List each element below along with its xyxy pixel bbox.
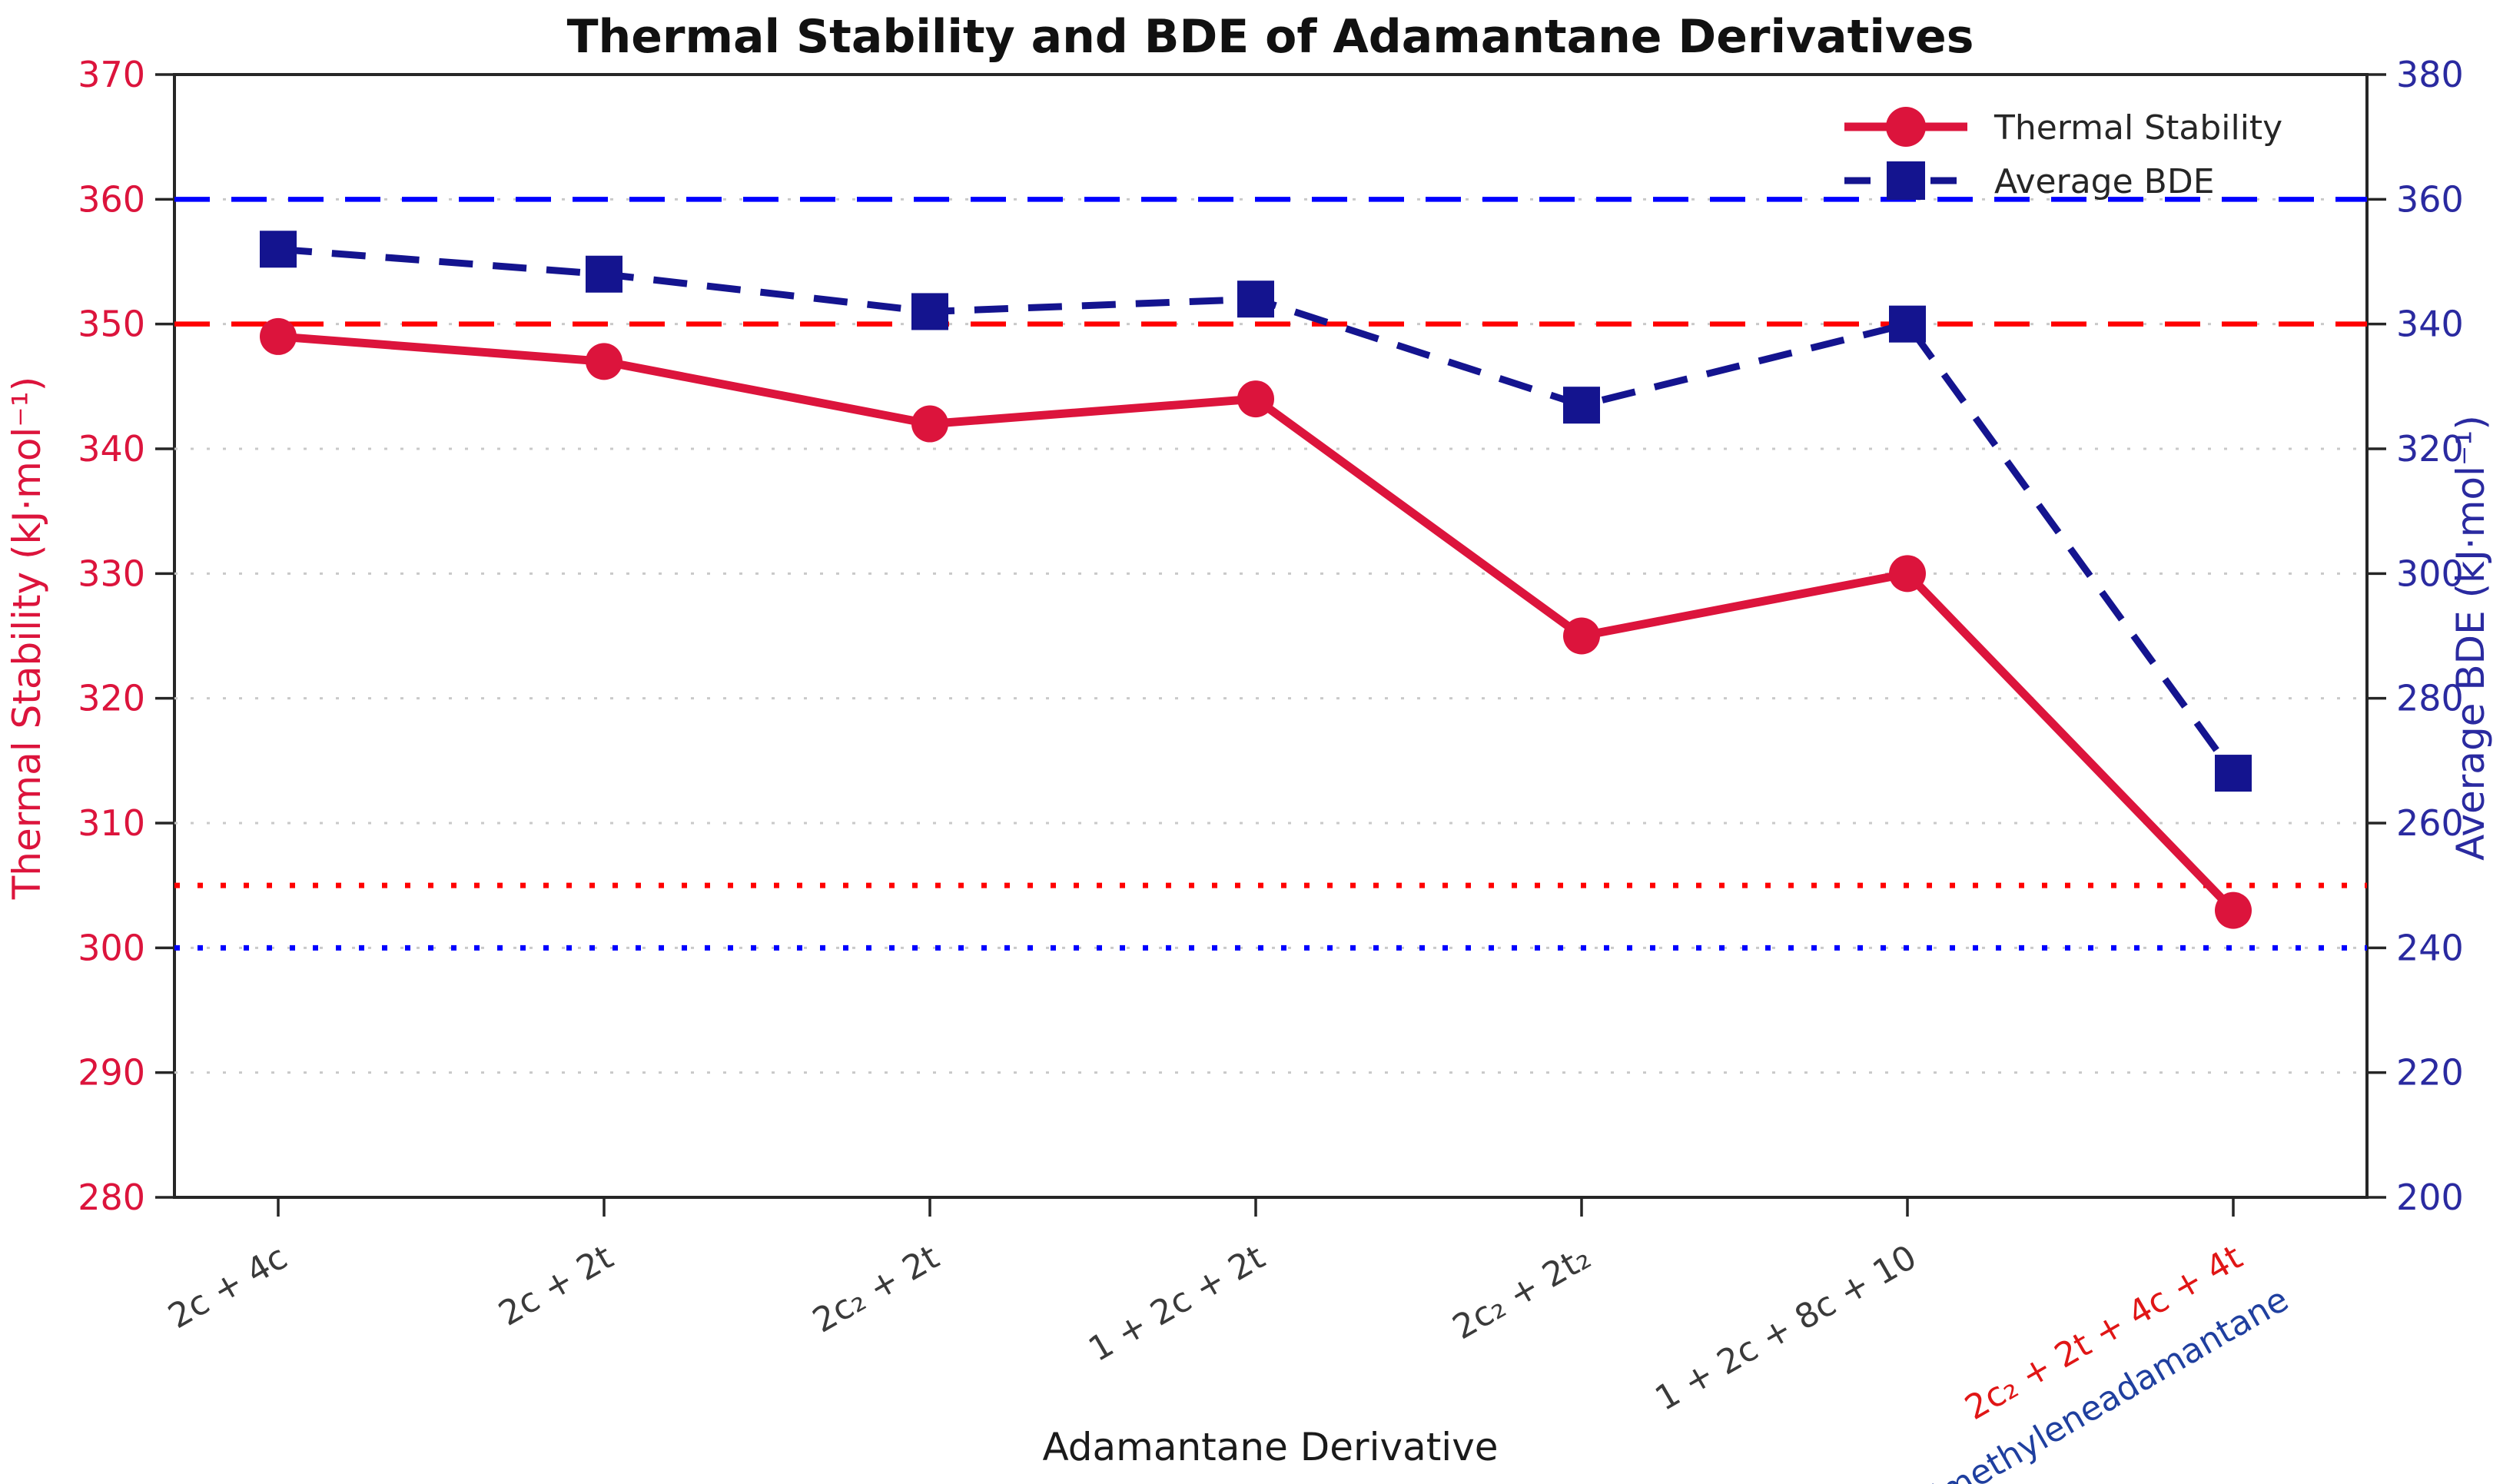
legend-thermal-marker xyxy=(1886,107,1926,147)
right-tick-label-220: 220 xyxy=(2396,1052,2464,1094)
left-tick-label-350: 350 xyxy=(78,304,145,345)
x-axis-label: Adamantane Derivative xyxy=(1042,1425,1498,1469)
right-tick-label-260: 260 xyxy=(2396,802,2464,844)
right-tick-label-320: 320 xyxy=(2396,428,2464,470)
x-category-label-2: 2c₂ + 2t xyxy=(806,1237,945,1340)
left-tick-label-370: 370 xyxy=(78,54,145,95)
bde-point-6 xyxy=(2215,755,2252,792)
plot-area: 280 290 300 310 320 330 340 350 360 370 200 220 240 2… xyxy=(78,54,2464,1484)
left-tick-label-320: 320 xyxy=(78,678,145,719)
bde-point-4 xyxy=(1563,387,1600,424)
right-tick-label-280: 280 xyxy=(2396,678,2464,719)
left-axis-label: Thermal Stability (kJ·mol⁻¹) xyxy=(5,377,49,901)
legend-bde-label: Average BDE xyxy=(1994,162,2215,201)
x-category-label-5: 1 + 2c + 8c + 10 xyxy=(1648,1237,1923,1419)
x-category-label-1: 2c + 2t xyxy=(492,1237,619,1333)
right-tick-label-380: 380 xyxy=(2396,54,2464,95)
right-tick-label-340: 340 xyxy=(2396,304,2464,345)
plot-border xyxy=(173,73,2369,1199)
right-axis-label: Average BDE (kJ·mol⁻¹) xyxy=(2448,415,2493,861)
thermal-point-2 xyxy=(911,405,948,443)
legend-bde-marker xyxy=(1887,161,1925,200)
thermal-point-6 xyxy=(2215,891,2252,929)
left-tick-label-280: 280 xyxy=(78,1177,145,1218)
bde-point-5 xyxy=(1889,305,1926,343)
bde-point-0 xyxy=(260,231,297,268)
left-tick-label-340: 340 xyxy=(78,428,145,470)
chart-title: Thermal Stability and BDE of Adamantane … xyxy=(567,10,1974,64)
bde-point-1 xyxy=(586,255,622,293)
right-tick-label-360: 360 xyxy=(2396,178,2464,220)
x-category-label-6-line2: dimethyleneadamantane xyxy=(1907,1280,2296,1484)
right-tick-label-200: 200 xyxy=(2396,1177,2464,1218)
left-tick-label-300: 300 xyxy=(78,927,145,968)
left-tick-label-290: 290 xyxy=(78,1052,145,1094)
thermal-point-5 xyxy=(1889,555,1926,593)
average-bde-line xyxy=(277,245,2236,775)
left-tick-label-330: 330 xyxy=(78,553,145,594)
thermal-stability-line xyxy=(277,332,2236,914)
left-tick-label-360: 360 xyxy=(78,178,145,220)
left-tick-label-310: 310 xyxy=(78,802,145,844)
right-tick-label-240: 240 xyxy=(2396,927,2464,968)
right-tick-label-300: 300 xyxy=(2396,553,2464,594)
bde-point-3 xyxy=(1237,281,1274,318)
x-category-label-4: 2c₂ + 2t₂ xyxy=(1446,1237,1598,1347)
legend-thermal-label: Thermal Stability xyxy=(1993,108,2282,148)
thermal-point-0 xyxy=(260,317,297,355)
x-category-label-3: 1 + 2c + 2t xyxy=(1082,1237,1271,1369)
thermal-point-4 xyxy=(1563,617,1600,655)
thermal-point-3 xyxy=(1237,380,1274,418)
thermal-point-1 xyxy=(586,343,622,380)
x-category-label-0: 2c + 4c xyxy=(161,1237,294,1336)
bde-point-2 xyxy=(911,293,948,330)
